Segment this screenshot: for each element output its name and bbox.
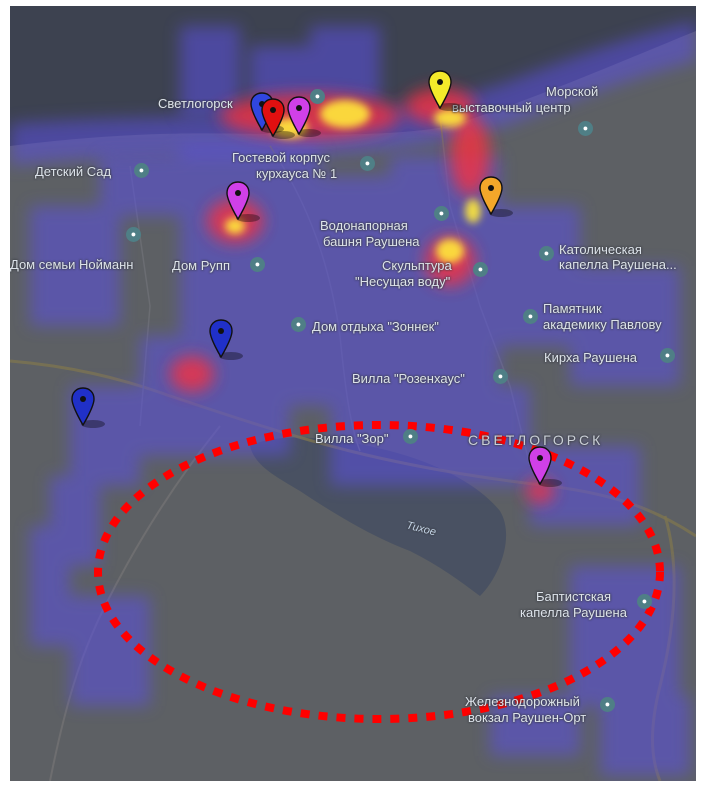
pin-yellow-icon[interactable] xyxy=(428,70,462,111)
label-villa-rosen: Вилла "Розенхаус" xyxy=(352,371,465,386)
pin-red-icon[interactable] xyxy=(261,98,295,139)
label-kathol-2: капелла Раушена... xyxy=(559,257,677,272)
place-marker-icon[interactable]: ● xyxy=(434,206,449,221)
label-detsad: Детский Сад xyxy=(35,164,112,179)
label-baptist-2: капелла Раушена xyxy=(520,605,627,620)
place-marker-icon[interactable]: ● xyxy=(523,309,538,324)
label-city-svetlogorsk: Светлогорск xyxy=(468,432,604,448)
place-marker-icon[interactable]: ● xyxy=(291,317,306,332)
place-marker-icon[interactable]: ● xyxy=(360,156,375,171)
label-dom-semi: Дом семьи Нойманн xyxy=(10,257,134,272)
label-gostevoy-2: курхауса № 1 xyxy=(256,166,338,181)
label-skulpt-1: Скульптура xyxy=(382,258,452,273)
label-skulpt-2: "Несущая воду" xyxy=(355,274,451,289)
place-marker-icon[interactable]: ● xyxy=(493,369,508,384)
place-marker-icon[interactable]: ● xyxy=(403,429,418,444)
pin-orange-icon[interactable] xyxy=(479,176,513,217)
map-canvas xyxy=(10,6,696,781)
pin-magenta-mid-icon[interactable] xyxy=(226,181,260,222)
place-marker-icon[interactable]: ● xyxy=(600,697,615,712)
highlight-ellipse xyxy=(94,421,664,723)
label-svetlogorsk-top: Светлогорск xyxy=(158,96,233,111)
label-morskoy-2: выставочный центр xyxy=(452,100,571,115)
label-baptist-1: Баптистская xyxy=(536,589,612,604)
label-vodonap-1: Водонапорная xyxy=(320,218,408,233)
coast-heat-band xyxy=(10,21,696,166)
place-marker-icon[interactable]: ● xyxy=(660,348,675,363)
place-marker-icon[interactable]: ● xyxy=(539,246,554,261)
pin-magenta-bottom-icon[interactable] xyxy=(528,446,562,487)
label-kirha: Кирха Раушена xyxy=(544,350,638,365)
place-marker-icon[interactable]: ● xyxy=(250,257,265,272)
place-marker-icon[interactable]: ● xyxy=(473,262,488,277)
label-pamyat-2: академику Павлову xyxy=(543,317,662,332)
place-marker-icon[interactable]: ● xyxy=(134,163,149,178)
pin-blue-left-icon[interactable] xyxy=(71,387,105,428)
pin-magenta-top-icon[interactable] xyxy=(287,96,321,137)
place-marker-icon[interactable]: ● xyxy=(126,227,141,242)
place-marker-icon[interactable]: ● xyxy=(637,594,652,609)
place-marker-icon[interactable]: ● xyxy=(310,89,325,104)
label-morskoy-1: Морской xyxy=(546,84,599,99)
label-dom-rupp: Дом Рупп xyxy=(172,258,230,273)
label-villa-zor: Вилла "Зор" xyxy=(315,431,389,446)
place-marker-icon[interactable]: ● xyxy=(578,121,593,136)
label-dom-otdyha: Дом отдыха "Зоннек" xyxy=(312,319,439,334)
label-vodonap-2: башня Раушена xyxy=(323,234,420,249)
label-kathol-1: Католическая xyxy=(559,242,642,257)
pin-blue-mid-icon[interactable] xyxy=(209,319,243,360)
label-pamyat-1: Памятник xyxy=(543,301,602,316)
label-gostevoy-1: Гостевой корпус xyxy=(232,150,330,165)
label-vokzal-1: Железнодорожный xyxy=(465,694,580,709)
label-vokzal-2: вокзал Раушен-Орт xyxy=(468,710,587,725)
heatmap-map[interactable]: ● ● ● ● ● ● ● ● ● ● ● ● ● ● ● ● Светлого… xyxy=(10,6,696,781)
